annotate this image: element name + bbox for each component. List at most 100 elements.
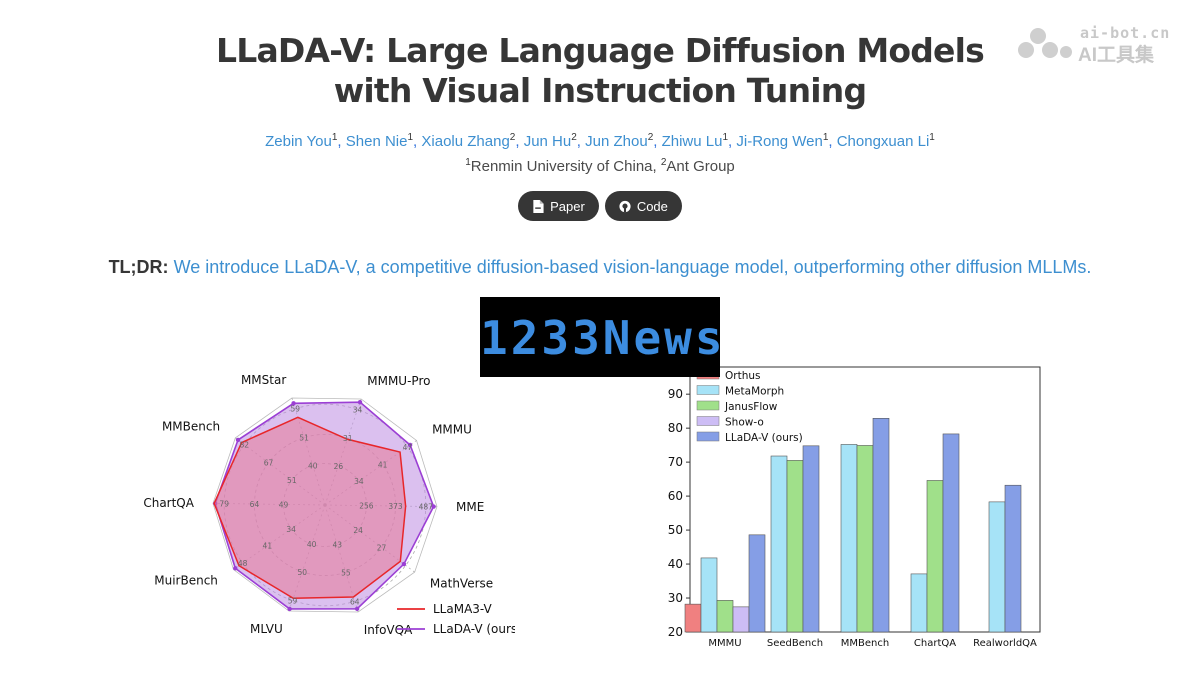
news-overlay-banner: 1233News (480, 297, 723, 377)
bar-x-tick-label: RealworldQA (973, 638, 1037, 649)
tldr: TL;DR: We introduce LLaDA-V, a competiti… (0, 254, 1200, 281)
radar-axis-label: MME (456, 500, 484, 514)
file-pdf-icon (533, 199, 544, 213)
radar-ring-label: 34 (354, 477, 364, 486)
radar-axis-label: MMMU-Pro (367, 374, 430, 388)
author-link[interactable]: Shen Nie (345, 133, 408, 150)
radar-axis-label: MLVU (250, 622, 283, 636)
radar-legend-label: LLaMA3-V (433, 602, 493, 616)
author-link[interactable]: Zhiwu Lu (661, 133, 723, 150)
radar-axis-label: ChartQA (143, 496, 194, 510)
radar-point (287, 606, 292, 612)
paper-button[interactable]: Paper (518, 191, 599, 221)
bar-y-tick-label: 20 (668, 625, 683, 639)
radar-ring-label: 48 (238, 559, 248, 568)
radar-ring-label: 64 (250, 500, 260, 509)
radar-axis-label: MuirBench (154, 574, 218, 588)
radar-axis-label: MMBench (162, 419, 220, 433)
code-button-label: Code (636, 198, 668, 214)
radar-point (401, 561, 407, 567)
radar-ring-label: 26 (334, 462, 344, 471)
bar (700, 557, 718, 633)
bar (786, 460, 804, 633)
bar-x-tick-label: MMBench (841, 638, 889, 649)
page-title-line1: LLaDA-V: Large Language Diffusion Models (215, 31, 985, 70)
bar (840, 444, 858, 633)
bar-legend-swatch (696, 431, 720, 442)
bar (748, 534, 766, 633)
author-link[interactable]: Ji-Rong Wen (736, 133, 823, 150)
author-list: Zebin You1, Shen Nie1, Xiaolu Zhang2, Ju… (0, 132, 1200, 150)
author-separator: , (828, 133, 837, 150)
bar (684, 603, 702, 633)
author-separator: , (576, 133, 586, 150)
radar-point (291, 401, 296, 406)
radar-axis-label: InfoVQA (364, 623, 413, 637)
radar-ring-label: 64 (350, 597, 360, 606)
radar-ring-label: 24 (353, 526, 363, 535)
bar (926, 480, 944, 633)
radar-point (357, 399, 363, 405)
author-separator: , (728, 133, 737, 150)
radar-point (431, 504, 436, 509)
radar-ring-label: 82 (240, 441, 250, 450)
bar-legend-label: Show-o (725, 417, 764, 429)
bar-legend-label: LLaDA-V (ours) (725, 432, 803, 444)
radar-ring-label: 49 (279, 500, 289, 509)
radar-axis-label: MMMU (432, 422, 472, 436)
bar (732, 606, 750, 633)
author-separator: , (515, 133, 524, 150)
author-link[interactable]: Chongxuan Li (836, 133, 930, 150)
radar-axis-label: MMStar (241, 373, 286, 387)
radar-ring-label: 34 (353, 406, 363, 415)
author-affiliation-sup: 1 (407, 132, 414, 143)
radar-ring-label: 67 (264, 459, 274, 468)
watermark: ai-bot.cn AI工具集 (1018, 24, 1188, 66)
bar (872, 418, 890, 633)
affiliation-1-sup: 1 (465, 157, 471, 168)
radar-ring-label: 41 (263, 542, 273, 551)
radar-ring-label: 51 (287, 476, 297, 485)
bar-y-tick-label: 70 (668, 455, 683, 469)
radar-ring-label: 55 (341, 568, 351, 577)
author-affiliation-sup: 1 (722, 132, 729, 143)
radar-axis-label: MathVerse (430, 577, 493, 591)
radar-ring-label: 34 (286, 525, 296, 534)
bar-y-tick-label: 40 (668, 557, 683, 571)
radar-point (233, 566, 238, 571)
affiliation-2-sup: 2 (660, 157, 667, 168)
author-affiliation-sup: 1 (331, 132, 338, 143)
code-button[interactable]: Code (604, 191, 682, 221)
bar-y-tick-label: 30 (668, 591, 683, 605)
author-separator: , (653, 133, 662, 150)
tldr-label: TL;DR: (108, 257, 169, 277)
author-link[interactable]: Zebin You (265, 133, 332, 150)
bar-y-tick-label: 90 (668, 387, 683, 401)
affiliation-1: Renmin University of China, (470, 158, 661, 175)
bar-legend-label: Orthus (725, 370, 760, 382)
bar-y-tick-label: 80 (668, 421, 683, 435)
radar-ring-label: 256 (359, 502, 374, 511)
author-link[interactable]: Xiaolu Zhang (421, 133, 510, 150)
radar-ring-label: 40 (308, 461, 318, 470)
watermark-domain: ai-bot.cn (1080, 24, 1171, 42)
bar (802, 445, 820, 633)
author-affiliation-sup: 1 (929, 132, 935, 143)
author-link[interactable]: Jun Hu (523, 133, 572, 150)
bar-legend-swatch (696, 416, 720, 426)
bar-x-tick-label: SeedBench (767, 638, 823, 649)
watermark-name: AI工具集 (1078, 45, 1155, 66)
affiliations: 1Renmin University of China, 2Ant Group (0, 157, 1200, 175)
bar-legend-swatch (696, 400, 720, 411)
bar (988, 501, 1006, 633)
bar-y-tick-label: 50 (668, 523, 683, 537)
bar (856, 445, 874, 633)
radar-ring-label: 31 (343, 434, 353, 443)
bar (1004, 484, 1022, 633)
radar-ring-label: 27 (377, 543, 387, 552)
author-link[interactable]: Jun Zhou (585, 133, 648, 150)
author-separator: , (337, 133, 346, 150)
radar-ring-label: 373 (388, 502, 403, 511)
radar-point (407, 442, 413, 448)
bar-legend-label: MetaMorph (725, 386, 784, 398)
